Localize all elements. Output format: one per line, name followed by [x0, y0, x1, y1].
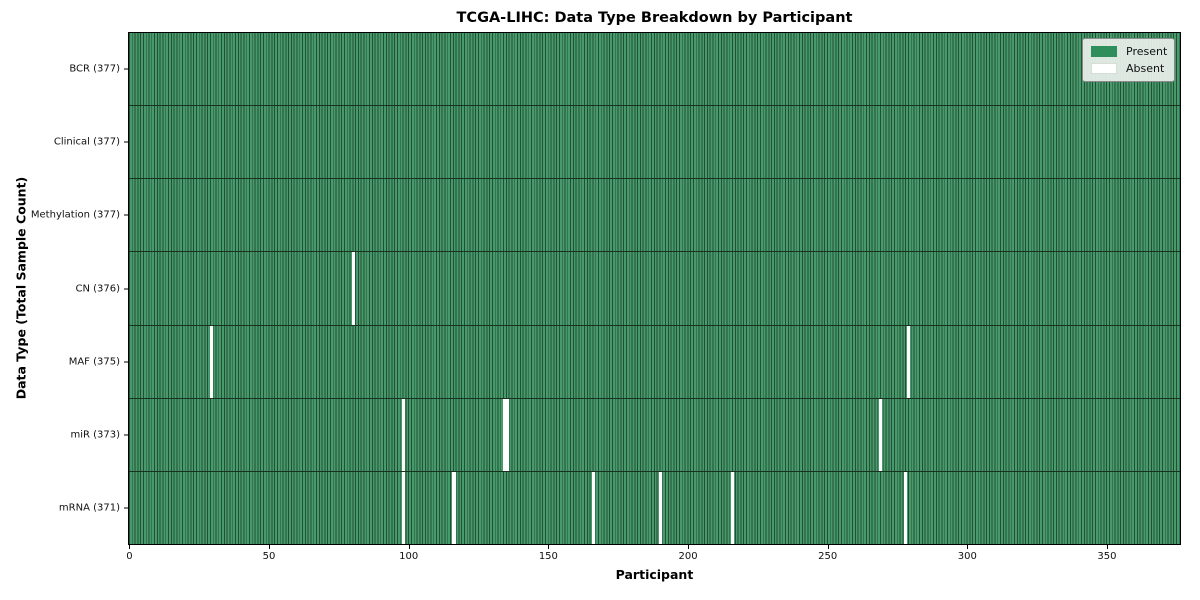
legend: Present Absent: [1082, 38, 1175, 82]
x-tick-label-250: 250: [818, 551, 838, 562]
legend-label-absent: Absent: [1126, 62, 1165, 75]
x-tick-mark: [548, 545, 550, 549]
heatmap-row-methylation: [129, 178, 1180, 252]
x-tick-label-350: 350: [1097, 551, 1117, 562]
absent-cell-mark: [502, 398, 506, 471]
x-tick-mark: [408, 545, 410, 549]
y-tick-label-methylation: Methylation (377): [30, 209, 120, 221]
absent-swatch-icon: [1091, 63, 1117, 74]
absent-cell-mark: [878, 398, 883, 471]
x-axis: 0 50 100 150 200 250 300 350: [126, 545, 1181, 571]
x-tick-mark: [967, 545, 969, 549]
legend-item-absent: Absent: [1091, 63, 1166, 74]
absent-cell-mark: [209, 325, 214, 398]
y-tick-label-bcr: BCR (377): [69, 63, 120, 75]
legend-item-present: Present: [1091, 45, 1168, 58]
y-tick-label-mrna: mRNA (371): [58, 502, 120, 514]
y-tick-mark: [124, 434, 128, 436]
y-tick-mark: [124, 507, 128, 509]
y-tick-label-cn: CN (376): [75, 283, 120, 294]
absent-cell-mark: [658, 471, 662, 544]
x-tick-label-100: 100: [399, 551, 419, 562]
y-tick-mark: [124, 68, 128, 70]
absent-cell-mark: [904, 471, 908, 544]
y-tick-label-clinical: Clinical (377): [53, 136, 120, 148]
x-tick-label-300: 300: [957, 551, 977, 562]
x-tick-label-50: 50: [262, 551, 276, 562]
x-tick-label-0: 0: [126, 551, 133, 562]
x-axis-label: Participant: [615, 567, 694, 582]
x-tick-label-150: 150: [538, 551, 558, 562]
absent-cell-mark: [906, 325, 911, 398]
heatmap-row-clinical: [129, 105, 1180, 179]
x-tick-mark: [129, 545, 131, 549]
x-tick-label-200: 200: [678, 551, 698, 562]
y-tick-mark: [124, 361, 128, 363]
y-tick-mark: [124, 214, 128, 216]
absent-cell-mark: [402, 471, 406, 544]
present-swatch-icon: [1091, 46, 1117, 57]
heatmap-row-mrna: [129, 470, 1180, 544]
heatmap-row-bcr: [129, 33, 1180, 106]
legend-label-present: Present: [1126, 45, 1168, 58]
y-tick-label-maf: MAF (375): [68, 356, 120, 368]
y-tick-mark: [124, 288, 128, 289]
x-tick-mark: [269, 545, 271, 549]
heatmap-row-cn: [129, 251, 1180, 325]
y-axis: BCR (377) Clinical (377) Methylation (377)…: [0, 32, 128, 545]
heatmap-row-mir: [129, 397, 1180, 471]
x-tick-mark: [827, 545, 829, 549]
heatmap-rows: [129, 33, 1180, 544]
heatmap-row-maf: [129, 324, 1180, 398]
absent-cell-mark: [352, 252, 356, 325]
heatmap-plot-area: Present Absent: [128, 32, 1181, 545]
absent-cell-mark: [402, 398, 406, 471]
y-tick-label-mir: miR (373): [70, 429, 120, 441]
absent-cell-mark: [731, 471, 735, 544]
chart-title: TCGA-LIHC: Data Type Breakdown by Partic…: [456, 10, 853, 26]
y-tick-mark: [124, 141, 128, 143]
absent-cell-mark: [452, 471, 456, 544]
x-tick-mark: [1106, 545, 1108, 549]
absent-cell-mark: [505, 398, 509, 471]
x-tick-mark: [688, 545, 690, 549]
absent-cell-mark: [591, 471, 596, 544]
